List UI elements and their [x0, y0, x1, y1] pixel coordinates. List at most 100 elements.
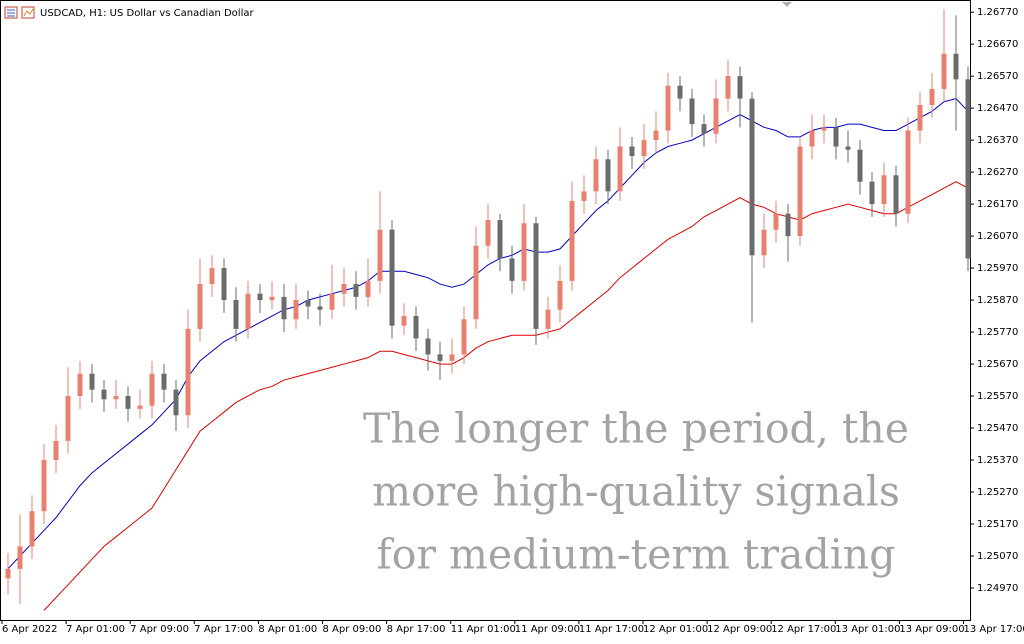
candle-body — [354, 284, 359, 297]
candle-body — [558, 281, 563, 310]
candle-body — [414, 316, 419, 338]
candle-body — [522, 223, 527, 281]
candle-body — [210, 268, 215, 284]
y-tick-label: 1.26270 — [977, 167, 1018, 178]
candle-body — [894, 175, 899, 213]
x-tick-label: 12 Apr 17:00 — [771, 624, 836, 635]
annotation: The longer the period, the — [363, 405, 909, 453]
candle-body — [234, 300, 239, 329]
candle-body — [222, 268, 227, 300]
candle-body — [882, 175, 887, 204]
candle-body — [90, 374, 95, 390]
y-tick-label: 1.25870 — [977, 295, 1018, 306]
candle-body — [486, 220, 491, 246]
candle-body — [846, 147, 851, 150]
candle-body — [726, 76, 731, 98]
y-tick-label: 1.25970 — [977, 263, 1018, 274]
x-tick-label: 8 Apr 17:00 — [387, 624, 446, 635]
candle-body — [474, 246, 479, 320]
y-tick-label: 1.26570 — [977, 71, 1018, 82]
candle-body — [450, 354, 455, 360]
candle-body — [858, 150, 863, 182]
candle-body — [570, 201, 575, 281]
candle-body — [426, 338, 431, 354]
y-tick-label: 1.25470 — [977, 423, 1018, 434]
candle-body — [798, 147, 803, 237]
x-tick-label: 13 Apr 17:00 — [964, 624, 1024, 635]
y-tick-label: 1.26170 — [977, 199, 1018, 210]
y-tick-label: 1.25770 — [977, 327, 1018, 338]
candle-body — [162, 374, 167, 390]
y-tick-label: 1.25170 — [977, 519, 1018, 530]
y-tick-label: 1.25670 — [977, 359, 1018, 370]
candle-body — [714, 99, 719, 134]
candle-body — [966, 79, 971, 258]
candle-body — [954, 54, 959, 80]
candle-body — [546, 310, 551, 329]
candle-body — [630, 147, 635, 157]
candle-body — [258, 294, 263, 300]
candle-body — [762, 230, 767, 256]
candle-body — [30, 511, 35, 546]
candle-body — [774, 214, 779, 230]
x-tick-label: 12 Apr 09:00 — [707, 624, 772, 635]
y-tick-label: 1.26370 — [977, 135, 1018, 146]
candle-body — [342, 284, 347, 294]
candle-body — [582, 191, 587, 201]
candle-body — [54, 441, 59, 460]
candle-body — [786, 214, 791, 236]
x-tick-label: 13 Apr 01:00 — [835, 624, 900, 635]
candle-body — [942, 54, 947, 89]
candle-body — [186, 329, 191, 415]
candle-body — [246, 294, 251, 329]
candle-body — [102, 390, 107, 400]
candle-body — [18, 546, 23, 568]
candle-body — [114, 396, 119, 399]
y-tick-label: 1.26470 — [977, 103, 1018, 114]
candle-body — [642, 140, 647, 156]
y-tick-label: 1.25070 — [977, 551, 1018, 562]
candle-body — [510, 258, 515, 280]
candle-body — [78, 374, 83, 396]
plot-frame — [1, 1, 971, 621]
candle-body — [666, 86, 671, 131]
candle-body — [654, 131, 659, 141]
x-tick-label: 8 Apr 09:00 — [323, 624, 382, 635]
y-tick-label: 1.26070 — [977, 231, 1018, 242]
candle-body — [678, 86, 683, 99]
candle-body — [906, 131, 911, 214]
candle-body — [618, 147, 623, 192]
candle-body — [294, 300, 299, 319]
annotation: for medium-term trading — [377, 531, 896, 579]
candle-body — [282, 297, 287, 319]
candle-body — [594, 159, 599, 191]
candle-body — [390, 230, 395, 326]
candle-body — [918, 105, 923, 131]
x-tick-label: 8 Apr 01:00 — [258, 624, 317, 635]
y-tick-label: 1.24970 — [977, 583, 1018, 594]
candle-body — [750, 99, 755, 256]
candle-body — [870, 182, 875, 204]
candle-body — [150, 374, 155, 406]
candle-body — [930, 89, 935, 105]
x-tick-label: 12 Apr 01:00 — [643, 624, 708, 635]
x-tick-label: 7 Apr 09:00 — [130, 624, 189, 635]
candle-body — [606, 159, 611, 191]
candle-body — [834, 127, 839, 146]
candle-body — [318, 306, 323, 309]
candle-body — [366, 281, 371, 297]
candle-body — [6, 569, 11, 579]
candle-body — [42, 460, 47, 511]
candle-body — [402, 316, 407, 326]
x-tick-label: 11 Apr 01:00 — [451, 624, 516, 635]
candle-body — [822, 127, 827, 130]
x-tick-label: 13 Apr 09:00 — [899, 624, 964, 635]
candle-body — [498, 220, 503, 258]
candle-body — [198, 284, 203, 329]
x-tick-label: 11 Apr 09:00 — [515, 624, 580, 635]
candle-body — [462, 319, 467, 354]
y-tick-label: 1.26670 — [977, 39, 1018, 50]
y-tick-label: 1.25370 — [977, 455, 1018, 466]
